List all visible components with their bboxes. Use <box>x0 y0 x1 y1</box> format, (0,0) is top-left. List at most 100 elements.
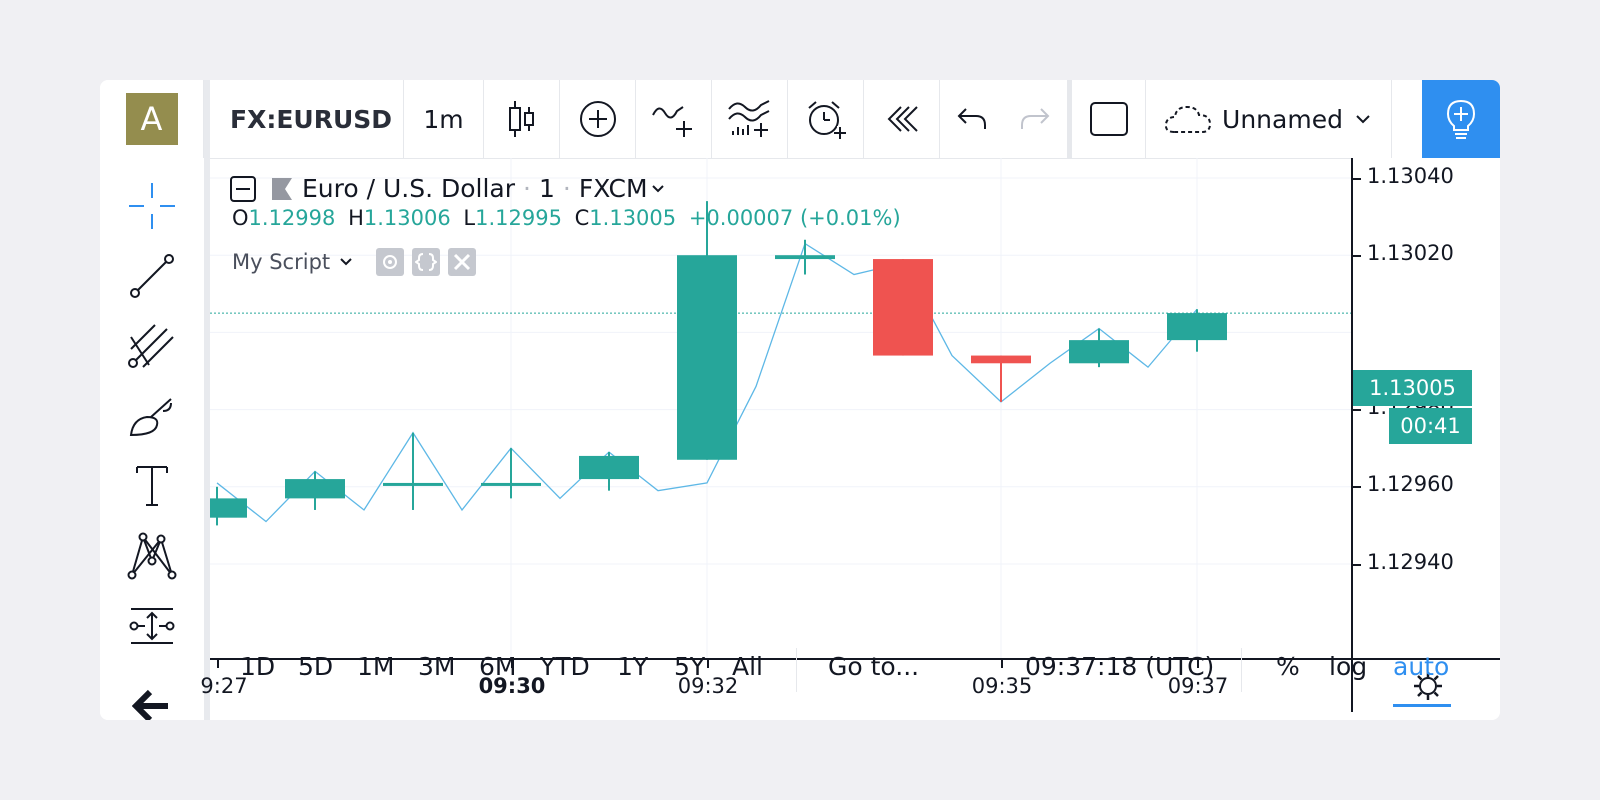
chart-canvas[interactable] <box>210 158 1351 658</box>
legend-dot: · <box>562 174 571 203</box>
brush-tool[interactable] <box>122 386 182 446</box>
auto-toggle[interactable]: auto <box>1393 652 1450 681</box>
range-3m[interactable]: 3M <box>418 652 456 681</box>
close-label: C <box>574 206 590 230</box>
fullscreen-button[interactable] <box>1068 80 1146 158</box>
range-1m[interactable]: 1M <box>357 652 395 681</box>
price-label: 1.13020 <box>1367 241 1454 265</box>
auto-active-indicator <box>1393 704 1451 707</box>
crosshair-tool[interactable] <box>122 176 182 236</box>
time-scale[interactable]: 9:27 09:30 09:32 09:35 09:37 <box>200 658 1351 712</box>
range-5d[interactable]: 5D <box>298 652 334 681</box>
time-tick <box>707 660 709 668</box>
price-scale[interactable]: 1.13040 1.13020 1.12980 1.12960 1.12940 … <box>1351 158 1500 658</box>
pitchfork-icon <box>128 324 174 368</box>
log-toggle[interactable]: log <box>1329 652 1368 681</box>
undo-icon[interactable] <box>956 105 988 133</box>
chart-app: A FX:EURUSD 1m <box>100 80 1500 720</box>
candle-body <box>677 255 737 460</box>
high-value: 1.13006 <box>363 206 451 230</box>
time-tick <box>1197 660 1199 668</box>
redo-icon[interactable] <box>1019 105 1051 133</box>
candle-body <box>1167 313 1227 341</box>
percent-toggle[interactable]: % <box>1276 652 1300 681</box>
flag-icon <box>272 177 292 200</box>
hide-toolbar-button[interactable] <box>122 666 182 720</box>
candles-icon <box>508 101 534 137</box>
goto-button[interactable]: Go to... <box>828 652 920 681</box>
high-label: H <box>348 206 364 230</box>
divider <box>1241 648 1242 692</box>
candle-body <box>775 255 835 260</box>
last-price-label: 1.13005 <box>1353 370 1472 406</box>
collapse-icon[interactable] <box>230 175 256 202</box>
symbol-search-button[interactable]: FX:EURUSD <box>204 80 404 158</box>
range-all[interactable]: All <box>732 652 763 681</box>
chevron-down-icon[interactable] <box>650 183 666 195</box>
low-label: L <box>463 206 476 230</box>
ohlc-values: O1.12998 H1.13006 L1.12995 C1.13005 +0.0… <box>232 206 901 230</box>
series-legend[interactable]: Euro / U.S. Dollar · 1 · FXCM <box>230 174 666 203</box>
range-5y[interactable]: 5Y <box>674 652 706 681</box>
financials-icon <box>727 100 769 137</box>
pitchfork-tool[interactable] <box>122 316 182 376</box>
brush-icon <box>129 398 172 437</box>
trend-line-tool[interactable] <box>122 246 182 306</box>
range-1d[interactable]: 1D <box>240 652 276 681</box>
script-legend[interactable]: My Script <box>232 248 477 276</box>
compare-button[interactable] <box>560 80 636 158</box>
close-icon[interactable] <box>448 248 477 276</box>
price-tick <box>1353 178 1361 180</box>
replay-icon <box>887 106 918 132</box>
replay-button[interactable] <box>864 80 940 158</box>
layout-menu-button[interactable]: Unnamed <box>1146 80 1392 158</box>
measure-tool[interactable] <box>122 596 182 656</box>
time-label: 09:30 <box>478 674 546 698</box>
script-name[interactable]: My Script <box>232 250 331 274</box>
crosshair-icon <box>129 183 175 229</box>
pattern-tool[interactable] <box>122 526 182 586</box>
layout-name: Unnamed <box>1222 104 1343 134</box>
candle-body <box>873 259 933 356</box>
chart-type-button[interactable] <box>484 80 560 158</box>
chart-pane[interactable]: Euro / U.S. Dollar · 1 · FXCM O1.12998 H… <box>210 158 1480 658</box>
price-tick <box>1353 255 1361 257</box>
avatar[interactable]: A <box>125 93 178 145</box>
interval-button[interactable]: 1m <box>404 80 484 158</box>
toolbar-gap <box>1392 80 1422 158</box>
legend-dot: · <box>523 174 531 203</box>
lightbulb-icon <box>1446 99 1476 139</box>
eye-icon[interactable] <box>376 248 405 276</box>
series-interval: 1 <box>538 174 555 203</box>
chevron-down-icon[interactable] <box>338 256 354 268</box>
publish-idea-button[interactable] <box>1422 80 1500 158</box>
alert-button[interactable] <box>788 80 864 158</box>
chart-settings-button[interactable] <box>1351 658 1500 712</box>
measure-icon <box>129 608 175 644</box>
price-label: 1.12940 <box>1367 550 1454 574</box>
candle-body <box>579 455 639 480</box>
source-code-icon[interactable] <box>412 248 441 276</box>
low-value: 1.12995 <box>475 206 562 230</box>
time-tick <box>1001 660 1003 668</box>
text-tool[interactable] <box>122 456 182 516</box>
open-value: 1.12998 <box>248 206 336 230</box>
chevron-down-icon <box>1356 115 1370 124</box>
cloud-icon <box>1164 105 1212 133</box>
divider <box>796 648 797 692</box>
range-6m[interactable]: 6M <box>479 652 517 681</box>
open-label: O <box>232 206 249 230</box>
range-1y[interactable]: 1Y <box>617 652 649 681</box>
add-compare-icon <box>579 101 616 137</box>
candle-body <box>1069 340 1129 364</box>
clock[interactable]: 09:37:18 (UTC) <box>1025 652 1215 681</box>
toolbar-divider <box>204 80 210 720</box>
candle-body <box>383 482 443 486</box>
time-label: 9:27 <box>200 674 248 698</box>
range-ytd[interactable]: YTD <box>540 652 590 681</box>
financials-button[interactable] <box>712 80 788 158</box>
avatar-cell[interactable]: A <box>100 80 204 158</box>
indicators-icon <box>651 106 692 137</box>
indicators-button[interactable] <box>636 80 712 158</box>
series-title: Euro / U.S. Dollar <box>302 174 516 203</box>
